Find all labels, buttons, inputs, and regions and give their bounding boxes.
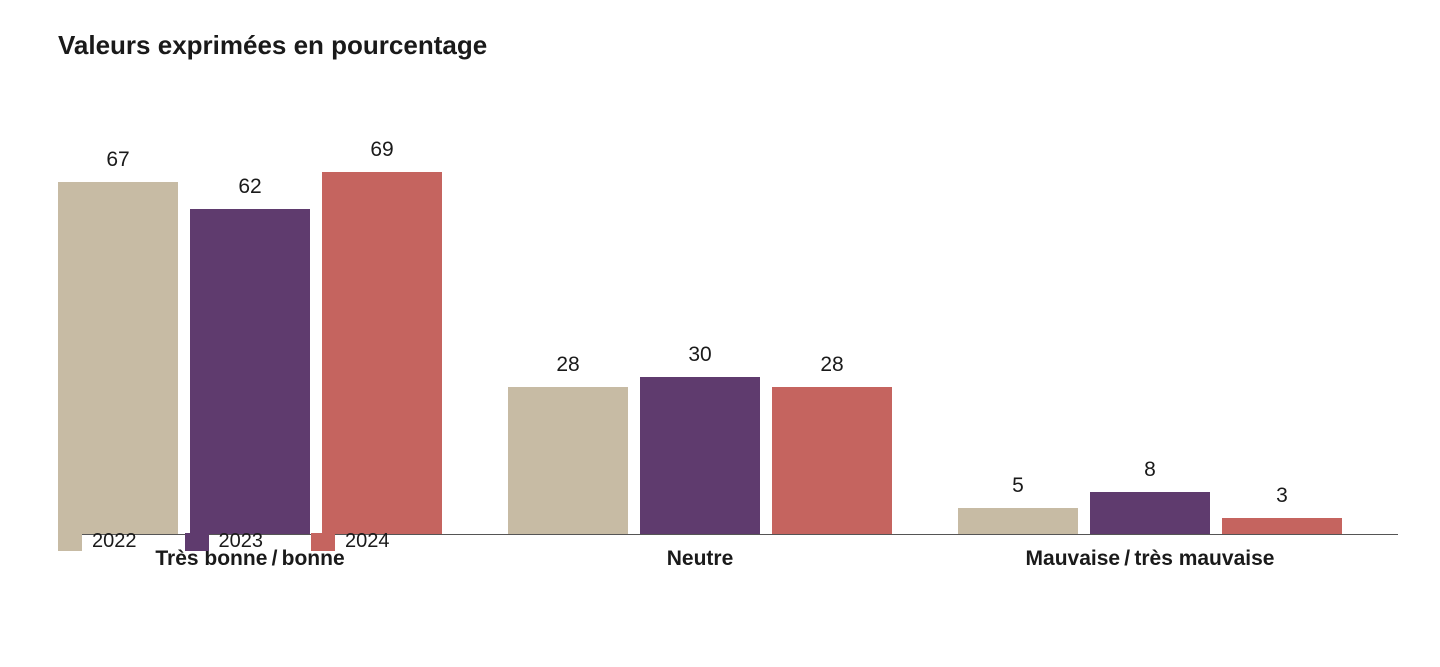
bar: 69: [322, 172, 442, 534]
bar-group: 676269: [58, 172, 442, 534]
bar-group: 283028: [508, 377, 892, 535]
legend-item: 2024: [311, 530, 390, 553]
legend-label: 2024: [345, 530, 390, 553]
category-label: Neutre: [667, 547, 734, 571]
legend-label: 2023: [219, 530, 264, 553]
bar-value-label: 67: [106, 148, 129, 172]
bar: 8: [1090, 492, 1210, 534]
legend-label: 2022: [92, 530, 137, 553]
legend-item: 2023: [185, 530, 264, 553]
bar: 62: [190, 209, 310, 535]
bar: 28: [772, 387, 892, 534]
legend-swatch: [185, 533, 209, 551]
bar-value-label: 30: [688, 343, 711, 367]
bar-chart: Valeurs exprimées en pourcentage 676269T…: [58, 30, 1398, 535]
bar: 30: [640, 377, 760, 535]
bar: 5: [958, 508, 1078, 534]
bar-value-label: 28: [820, 353, 843, 377]
legend: 2022 2023 2024: [58, 530, 390, 553]
bar-value-label: 3: [1276, 484, 1288, 508]
bar-value-label: 28: [556, 353, 579, 377]
bar-value-label: 5: [1012, 474, 1024, 498]
category-label: Mauvaise / très mauvaise: [1026, 547, 1275, 571]
chart-title: Valeurs exprimées en pourcentage: [58, 30, 1398, 61]
bar-group: 583: [958, 492, 1342, 534]
legend-swatch: [58, 533, 82, 551]
legend-item: 2022: [58, 530, 137, 553]
bar: 3: [1222, 518, 1342, 534]
bar-value-label: 8: [1144, 458, 1156, 482]
plot-area: 676269Très bonne / bonne283028Neutre583M…: [58, 115, 1398, 535]
bar-value-label: 69: [370, 138, 393, 162]
bar: 28: [508, 387, 628, 534]
bar-value-label: 62: [238, 175, 261, 199]
legend-swatch: [311, 533, 335, 551]
bar: 67: [58, 182, 178, 534]
